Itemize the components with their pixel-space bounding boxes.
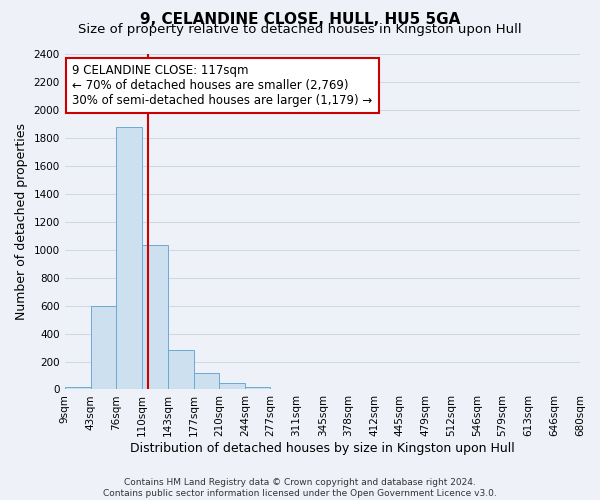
X-axis label: Distribution of detached houses by size in Kingston upon Hull: Distribution of detached houses by size … bbox=[130, 442, 515, 455]
Bar bbox=[245, 386, 271, 390]
Text: Size of property relative to detached houses in Kingston upon Hull: Size of property relative to detached ho… bbox=[78, 22, 522, 36]
Bar bbox=[65, 386, 91, 390]
Bar bbox=[219, 383, 245, 390]
Bar bbox=[116, 126, 142, 390]
Bar bbox=[194, 374, 219, 390]
Text: 9 CELANDINE CLOSE: 117sqm
← 70% of detached houses are smaller (2,769)
30% of se: 9 CELANDINE CLOSE: 117sqm ← 70% of detac… bbox=[73, 64, 373, 107]
Bar bbox=[167, 350, 194, 390]
Text: 9, CELANDINE CLOSE, HULL, HU5 5GA: 9, CELANDINE CLOSE, HULL, HU5 5GA bbox=[140, 12, 460, 28]
Bar bbox=[142, 245, 167, 390]
Bar bbox=[91, 306, 116, 390]
Text: Contains HM Land Registry data © Crown copyright and database right 2024.
Contai: Contains HM Land Registry data © Crown c… bbox=[103, 478, 497, 498]
Y-axis label: Number of detached properties: Number of detached properties bbox=[15, 123, 28, 320]
